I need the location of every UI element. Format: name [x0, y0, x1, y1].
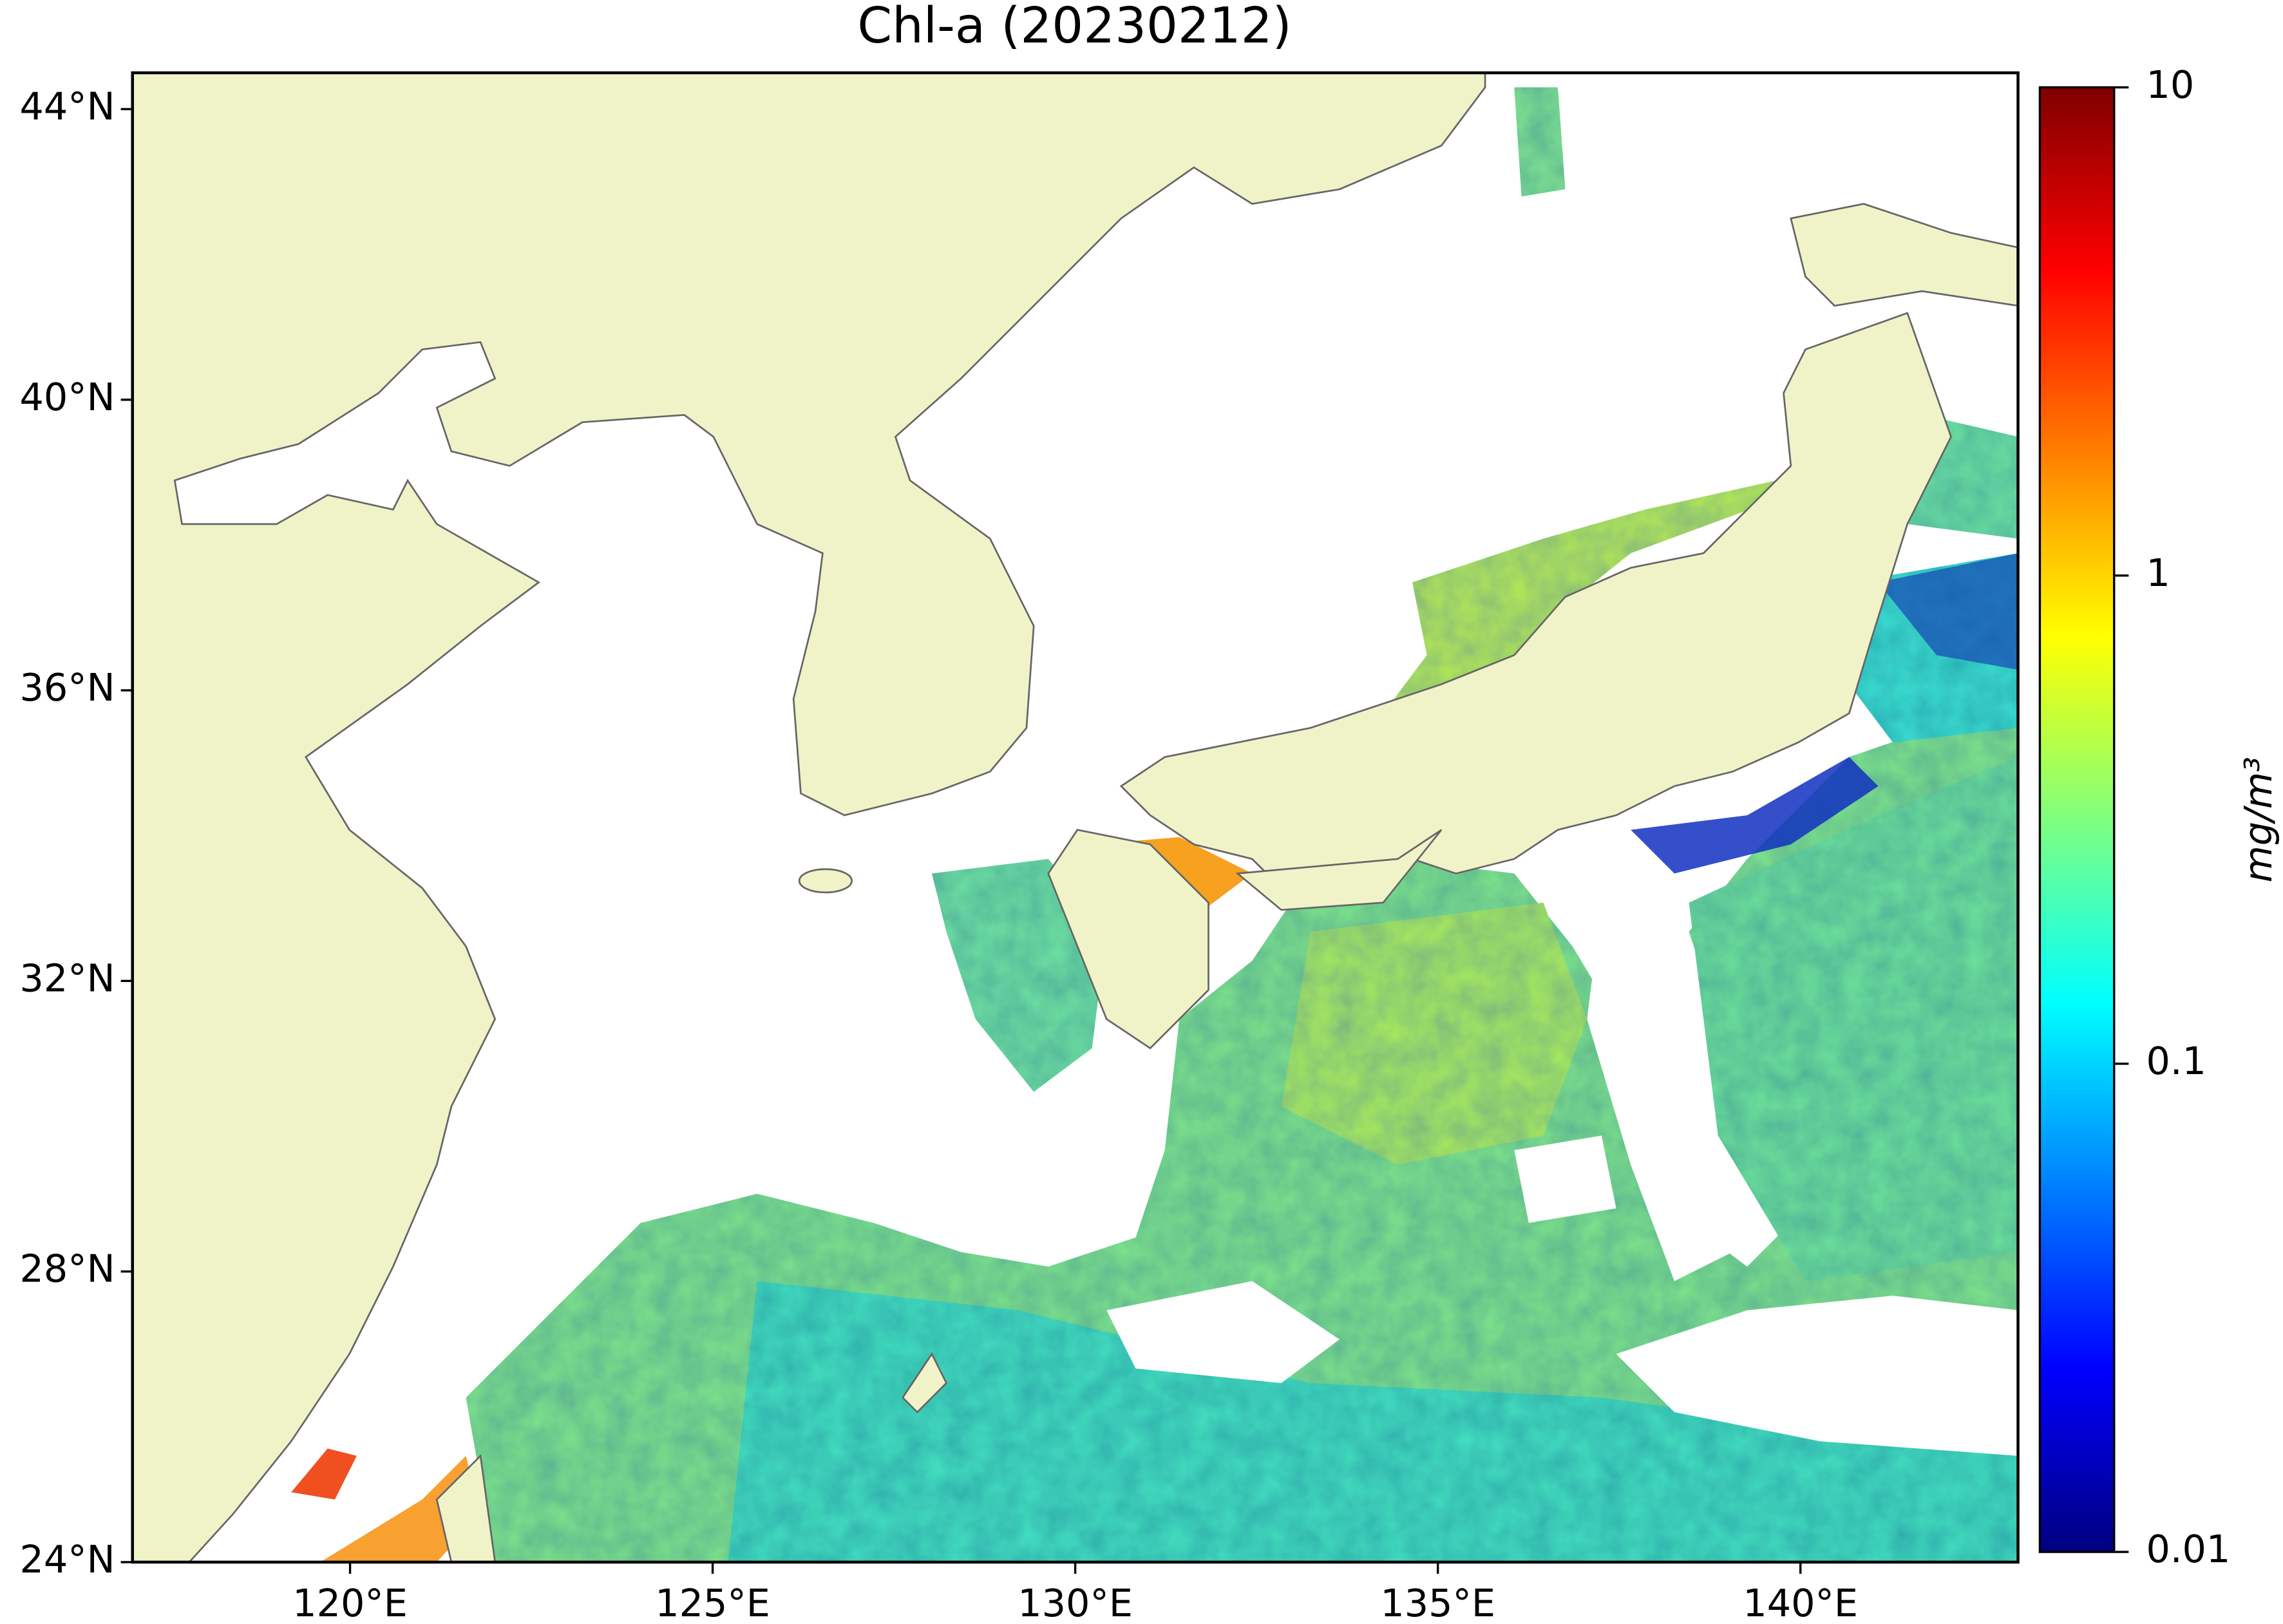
x-tick-label: 125°E	[655, 1581, 770, 1624]
chl-region	[1689, 757, 2018, 1281]
y-tick-label: 40°N	[19, 375, 115, 419]
land-shikoku	[1235, 829, 1443, 911]
chl-region	[1281, 902, 1587, 1165]
cloud	[1106, 1281, 1340, 1383]
cloud	[1587, 902, 1733, 1281]
map-title: Chl-a (20230212)	[857, 0, 1291, 55]
colorbar	[2038, 86, 2116, 1553]
chl-high	[320, 1455, 481, 1562]
chl-region	[931, 858, 1107, 1092]
y-tick-label: 32°N	[19, 956, 115, 1000]
x-tick-label: 130°E	[1018, 1581, 1133, 1624]
x-tick-label: 135°E	[1380, 1581, 1495, 1624]
chl-region	[1514, 87, 1566, 197]
land-taiwan	[435, 1453, 497, 1562]
y-tick-label: 28°N	[19, 1247, 115, 1291]
colorbar-label: mg/m³	[2236, 757, 2280, 882]
land	[132, 73, 2018, 1562]
cloud	[1514, 1135, 1616, 1223]
colorbar-tick-label: 1	[2146, 551, 2170, 595]
colorbar-tick-label: 0.01	[2146, 1527, 2230, 1571]
chl-high	[291, 1448, 357, 1500]
y-tick-label: 36°N	[19, 665, 115, 710]
colorbar-tick-label: 0.1	[2146, 1039, 2206, 1083]
cloud	[1616, 1296, 2018, 1456]
land-hokkaido	[1790, 203, 2018, 307]
x-tick-label: 140°E	[1743, 1581, 1858, 1624]
land-kyushu	[1047, 829, 1209, 1050]
chl-low	[1878, 553, 2018, 670]
land-okinawa	[901, 1352, 948, 1413]
y-tick-label: 44°N	[19, 84, 115, 129]
map-area	[132, 73, 2018, 1562]
chl-low	[1631, 757, 1879, 874]
chl-region	[1383, 480, 1777, 728]
land-jeju	[798, 868, 853, 894]
chl-region	[728, 1281, 2018, 1562]
colorbar-tick-label: 10	[2146, 62, 2194, 107]
x-tick-label: 120°E	[292, 1581, 408, 1624]
y-tick-label: 24°N	[19, 1537, 115, 1582]
land-mainland	[132, 73, 1486, 1562]
